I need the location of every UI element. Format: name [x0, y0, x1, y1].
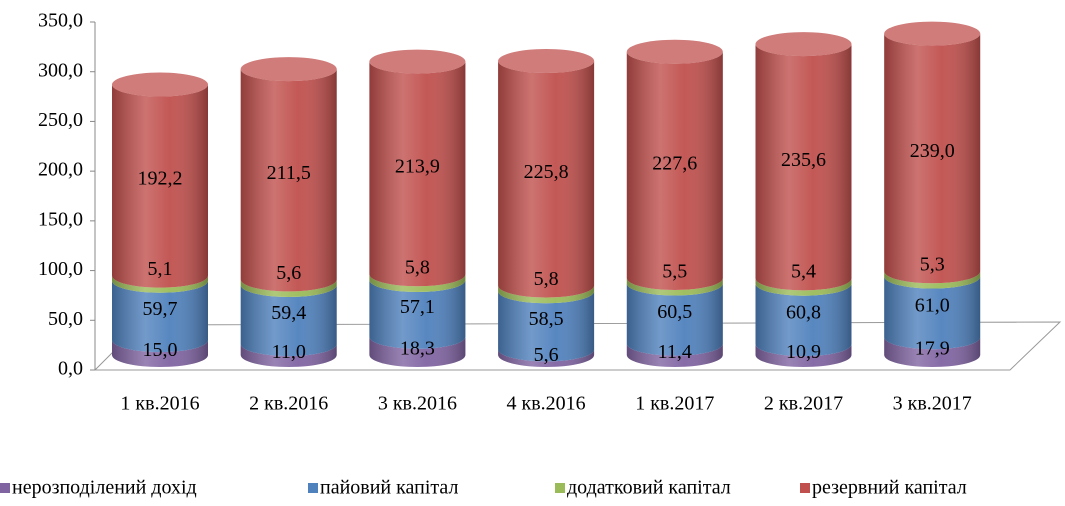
value-label: 5,1 [148, 258, 173, 280]
y-tick-label: 150,0 [38, 208, 83, 230]
x-tick-label: 4 кв.2016 [507, 393, 586, 415]
value-label: 58,5 [529, 308, 564, 330]
value-label: 60,8 [786, 302, 821, 324]
bar-top-highlight [369, 49, 466, 74]
value-label: 11,0 [272, 341, 306, 363]
legend-swatch [555, 483, 565, 493]
y-tick-label: 0,0 [58, 358, 83, 380]
legend-label: нерозподілений дохід [12, 477, 197, 499]
x-tick-label: 2 кв.2016 [249, 393, 328, 415]
segment-shading [498, 349, 595, 367]
y-tick-label: 200,0 [38, 159, 83, 181]
segment-shading [755, 278, 852, 296]
segment-shading [240, 279, 337, 298]
segment-shading [498, 60, 595, 298]
y-tick-label: 350,0 [38, 10, 83, 32]
segment-shading [755, 44, 852, 291]
segment-shading [240, 69, 337, 292]
bar-top [369, 49, 466, 74]
value-label: 5,6 [276, 262, 301, 284]
value-label: 10,9 [786, 341, 821, 363]
segment-shading [626, 343, 723, 367]
bar-top-highlight [240, 57, 337, 82]
value-label: 239,0 [910, 140, 955, 162]
value-label: 5,8 [405, 257, 430, 279]
legend-swatch [800, 483, 810, 493]
segment-shading [369, 61, 466, 287]
segment-shading [626, 283, 723, 356]
legend-label: додатковий капітал [567, 477, 731, 499]
bar-top-highlight [112, 72, 208, 97]
segment-shading [112, 275, 208, 293]
value-label: 60,5 [657, 301, 692, 323]
y-tick-label: 300,0 [38, 59, 83, 81]
bar-top-highlight [498, 48, 595, 73]
bar-top-highlight [626, 39, 723, 64]
bar-top [755, 32, 852, 57]
segment-shading [112, 280, 208, 353]
segment-shading [755, 283, 852, 357]
x-tick-label: 3 кв.2017 [893, 393, 972, 415]
value-label: 211,5 [267, 162, 311, 184]
value-label: 227,6 [652, 152, 697, 174]
segment-shading [240, 344, 337, 367]
value-label: 5,6 [534, 344, 559, 366]
value-label: 59,7 [143, 298, 178, 320]
segment-shading [884, 271, 981, 289]
bar-top-highlight [755, 32, 852, 57]
bar-top [626, 39, 723, 64]
segment-shading [498, 285, 595, 304]
value-label: 5,5 [662, 260, 687, 282]
value-label: 213,9 [395, 156, 440, 178]
legend-swatch [308, 483, 318, 493]
legend-swatch [0, 483, 10, 493]
segment-shading [626, 278, 723, 296]
y-tick-label: 100,0 [38, 258, 83, 280]
value-label: 59,4 [271, 302, 306, 324]
value-label: 18,3 [400, 337, 435, 359]
x-tick-label: 1 кв.2016 [120, 393, 199, 415]
bar-top [240, 57, 337, 82]
x-tick-label: 2 кв.2017 [764, 393, 843, 415]
segment-shading [755, 344, 852, 367]
value-label: 192,2 [138, 168, 183, 190]
value-label: 5,3 [920, 254, 945, 276]
value-label: 57,1 [400, 296, 435, 318]
y-tick-label: 50,0 [48, 308, 83, 330]
legend-label: резервний капітал [812, 477, 967, 499]
value-label: 5,8 [534, 268, 559, 290]
segment-shading [369, 280, 466, 349]
segment-shading [112, 84, 208, 288]
segment-shading [369, 274, 466, 293]
segment-shading [240, 285, 337, 357]
legend-label: пайовий капітал [320, 477, 458, 499]
x-tick-label: 3 кв.2016 [378, 393, 457, 415]
y-tick-label: 250,0 [38, 109, 83, 131]
value-label: 5,4 [791, 261, 816, 283]
value-label: 225,8 [524, 161, 569, 183]
value-label: 15,0 [143, 339, 178, 361]
bar-top [112, 72, 208, 97]
segment-shading [369, 336, 466, 367]
segment-shading [884, 276, 981, 350]
segment-shading [884, 337, 981, 367]
bar-top [498, 48, 595, 73]
value-label: 17,9 [915, 338, 950, 360]
segment-shading [112, 340, 208, 367]
segment-shading [498, 291, 595, 362]
bar-top [884, 21, 981, 46]
value-label: 235,6 [781, 149, 826, 171]
x-tick-label: 1 кв.2017 [635, 393, 714, 415]
value-label: 11,4 [658, 341, 692, 363]
value-label: 61,0 [915, 294, 950, 316]
bar-top-highlight [884, 21, 981, 46]
segment-shading [626, 51, 723, 291]
segment-shading [884, 33, 981, 284]
